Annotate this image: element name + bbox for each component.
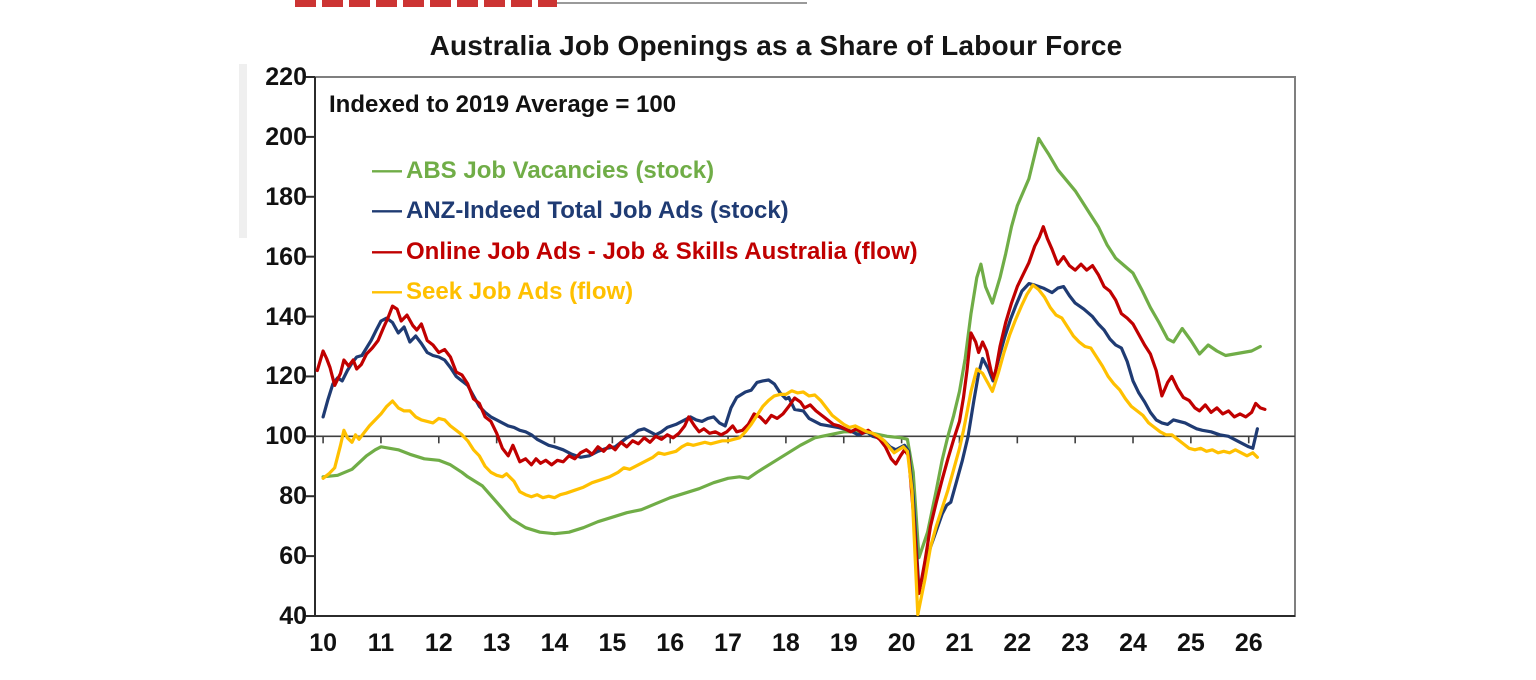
y-tick-label-80: 80: [279, 482, 307, 511]
x-tick-label-12: 12: [424, 629, 453, 657]
x-tick-label-20: 20: [887, 629, 916, 657]
legend-item-online-job-ads-jsa: — Online Job Ads - Job & Skills Australia…: [372, 238, 918, 268]
legend-label-online-job-ads-jsa: Online Job Ads - Job & Skills Australia …: [406, 238, 918, 265]
x-tick-label-16: 16: [656, 629, 685, 657]
series-line-online-job-ads-jsa: [315, 225, 1267, 596]
x-tick-label-21: 21: [945, 629, 974, 657]
y-tick-label-160: 160: [265, 242, 307, 271]
y-tick-label-140: 140: [265, 302, 307, 331]
x-tick-label-17: 17: [714, 629, 742, 657]
legend-dash-online-job-ads-jsa: —: [372, 238, 402, 265]
legend-item-seek-job-ads: — Seek Job Ads (flow): [372, 278, 633, 308]
x-tick-label-13: 13: [482, 629, 511, 657]
x-tick-label-22: 22: [1003, 629, 1032, 657]
series-line-anz-indeed-total-job-ads: [321, 282, 1259, 593]
y-tick-label-100: 100: [265, 422, 307, 451]
legend-dash-anz-indeed-total-job-ads: —: [372, 197, 402, 224]
x-tick-label-14: 14: [540, 629, 569, 657]
x-tick-label-23: 23: [1061, 629, 1090, 657]
legend-label-abs-job-vacancies: ABS Job Vacancies (stock): [406, 157, 715, 184]
x-tick-label-26: 26: [1234, 629, 1263, 657]
cropped-rule-artifact: [557, 2, 807, 4]
x-tick-label-10: 10: [309, 629, 337, 657]
x-tick-label-11: 11: [367, 629, 395, 657]
legend-dash-abs-job-vacancies: —: [372, 157, 402, 184]
index-annotation: Indexed to 2019 Average = 100: [329, 91, 677, 118]
series-line-abs-job-vacancies: [321, 136, 1262, 560]
chart-title: Australia Job Openings as a Share of Lab…: [429, 30, 1123, 61]
legend-dash-seek-job-ads: —: [372, 278, 402, 305]
legend-label-seek-job-ads: Seek Job Ads (flow): [406, 278, 634, 305]
x-tick-label-19: 19: [829, 629, 858, 657]
y-tick-label-220: 220: [265, 63, 307, 91]
y-tick-label-40: 40: [279, 602, 307, 630]
x-tick-label-24: 24: [1119, 629, 1147, 657]
legend-label-anz-indeed-total-job-ads: ANZ-Indeed Total Job Ads (stock): [406, 197, 789, 224]
legend-item-abs-job-vacancies: — ABS Job Vacancies (stock): [372, 157, 714, 187]
y-tick-label-180: 180: [265, 182, 307, 211]
y-tick-label-60: 60: [279, 542, 307, 571]
series-line-seek-job-ads: [321, 283, 1259, 617]
x-tick-label-18: 18: [772, 629, 800, 657]
cropped-text-artifact: [295, 0, 557, 7]
x-tick-label-25: 25: [1176, 629, 1205, 657]
y-tick-label-120: 120: [265, 362, 307, 391]
x-tick-label-15: 15: [598, 629, 627, 657]
y-tick-label-200: 200: [265, 122, 307, 151]
legend-item-anz-indeed-total-job-ads: — ANZ-Indeed Total Job Ads (stock): [372, 197, 789, 227]
scan-smudge-artifact: [239, 64, 247, 238]
